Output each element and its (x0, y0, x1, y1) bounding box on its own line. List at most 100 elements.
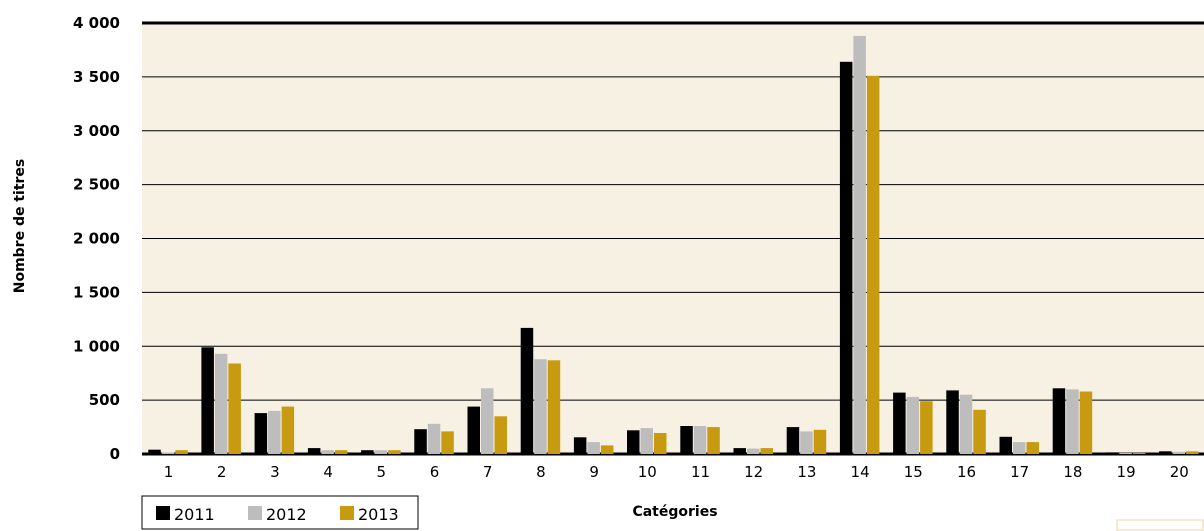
x-tick-label: 7 (483, 463, 493, 481)
bar-2012-cat-18 (1066, 389, 1079, 454)
bar-2011-cat-5 (361, 450, 374, 454)
bar-2012-cat-8 (534, 359, 547, 454)
bar-2013-cat-19 (1132, 452, 1146, 454)
bar-2013-cat-18 (1079, 391, 1093, 454)
bar-2011-cat-3 (254, 413, 268, 454)
x-tick-label: 3 (270, 463, 280, 481)
bar-2011-cat-17 (999, 436, 1012, 454)
x-tick-label: 13 (797, 463, 816, 481)
y-axis-ticks: 0 500 1 000 1 500 2 000 2 500 3 000 3 500 4 000 (73, 14, 120, 463)
x-tick-label: 15 (904, 463, 923, 481)
x-tick-label: 14 (851, 463, 870, 481)
bar-2013-cat-15 (920, 401, 933, 454)
legend-swatch (156, 506, 170, 520)
bar-2013-cat-17 (1026, 442, 1039, 454)
x-tick-label: 8 (536, 463, 546, 481)
bar-2012-cat-2 (214, 353, 228, 454)
bar-2011-cat-7 (467, 406, 480, 454)
x-tick-label: 5 (377, 463, 387, 481)
bar-2011-cat-10 (627, 430, 640, 454)
bar-2012-cat-7 (481, 388, 494, 454)
bar-2011-cat-9 (573, 437, 587, 454)
bar-2013-cat-7 (494, 416, 507, 454)
bar-2013-cat-10 (654, 433, 667, 454)
bar-2012-cat-6 (427, 423, 441, 454)
bar-2013-cat-2 (228, 363, 241, 454)
bar-2012-cat-10 (640, 428, 653, 454)
y-tick-label: 1 500 (73, 283, 120, 301)
x-tick-label: 10 (638, 463, 657, 481)
bar-2011-cat-12 (733, 448, 746, 454)
bar-2012-cat-1 (161, 452, 175, 454)
x-tick-label: 9 (589, 463, 599, 481)
x-tick-label: 17 (1010, 463, 1029, 481)
corner-note-box (1116, 519, 1204, 531)
legend-swatch (340, 506, 354, 520)
x-tick-label: 6 (430, 463, 440, 481)
x-tick-label: 2 (217, 463, 227, 481)
x-tick-label: 11 (691, 463, 710, 481)
x-tick-label: 4 (323, 463, 333, 481)
y-tick-label: 2 000 (73, 230, 120, 248)
y-tick-label: 500 (89, 391, 120, 409)
bar-2011-cat-20 (1159, 451, 1172, 454)
legend-box (141, 495, 419, 530)
x-tick-label: 20 (1170, 463, 1189, 481)
bar-2011-cat-19 (1105, 452, 1119, 454)
bar-2012-cat-9 (587, 442, 600, 454)
bar-2012-cat-14 (853, 35, 866, 455)
bar-2012-cat-5 (374, 450, 388, 454)
bar-2011-cat-11 (680, 426, 693, 454)
bar-2011-cat-8 (520, 327, 534, 454)
bar-2012-cat-20 (1172, 451, 1186, 454)
bar-2012-cat-11 (693, 426, 707, 454)
bar-2011-cat-18 (1052, 388, 1066, 454)
y-axis-title: Nombre de titres (12, 159, 28, 294)
bar-2012-cat-15 (906, 396, 920, 454)
x-tick-label: 1 (164, 463, 174, 481)
y-tick-label: 0 (110, 445, 120, 463)
bar-2011-cat-14 (839, 61, 853, 455)
bar-2013-cat-20 (1186, 451, 1199, 454)
bar-2012-cat-16 (959, 394, 973, 454)
bar-2011-cat-13 (786, 427, 800, 454)
bar-2013-cat-3 (281, 406, 295, 454)
bar-2013-cat-16 (973, 409, 986, 454)
bar-2013-cat-9 (600, 445, 614, 454)
bar-2013-cat-12 (760, 448, 773, 454)
bar-2013-cat-5 (388, 450, 401, 454)
legend-label: 2011 (174, 505, 215, 524)
bar-2013-cat-4 (334, 450, 348, 454)
bars (148, 35, 1199, 455)
x-axis-title: Catégories (632, 504, 717, 520)
bar-2012-cat-13 (800, 431, 813, 454)
legend-label: 2012 (266, 505, 307, 524)
bar-2012-cat-3 (268, 410, 281, 454)
bar-2013-cat-14 (866, 75, 880, 455)
y-tick-label: 3 500 (73, 68, 120, 86)
x-axis-ticks: 1 2 3 4 5 6 7 8 9 10 11 12 13 14 15 16 17 18 19 20 (164, 463, 1189, 481)
bar-2013-cat-6 (441, 431, 454, 454)
bar-2011-cat-1 (148, 449, 161, 454)
bar-2012-cat-4 (321, 450, 334, 454)
bar-2013-cat-13 (813, 429, 827, 454)
y-tick-label: 2 500 (73, 176, 120, 194)
legend: 2011 2012 2013 (141, 495, 419, 530)
bar-2011-cat-2 (201, 347, 214, 454)
bar-2013-cat-1 (175, 450, 188, 454)
x-tick-label: 19 (1117, 463, 1136, 481)
legend-swatch (248, 506, 262, 520)
bar-2011-cat-16 (946, 390, 959, 454)
y-tick-label: 4 000 (73, 14, 120, 32)
legend-label: 2013 (358, 505, 399, 524)
y-tick-label: 3 000 (73, 122, 120, 140)
x-tick-label: 16 (957, 463, 976, 481)
y-tick-label: 1 000 (73, 337, 120, 355)
x-tick-label: 12 (744, 463, 763, 481)
bar-2011-cat-15 (893, 392, 906, 454)
bar-2012-cat-12 (747, 448, 760, 454)
bar-2011-cat-4 (307, 448, 321, 454)
bar-2013-cat-11 (707, 427, 720, 454)
bar-2013-cat-8 (547, 360, 561, 454)
